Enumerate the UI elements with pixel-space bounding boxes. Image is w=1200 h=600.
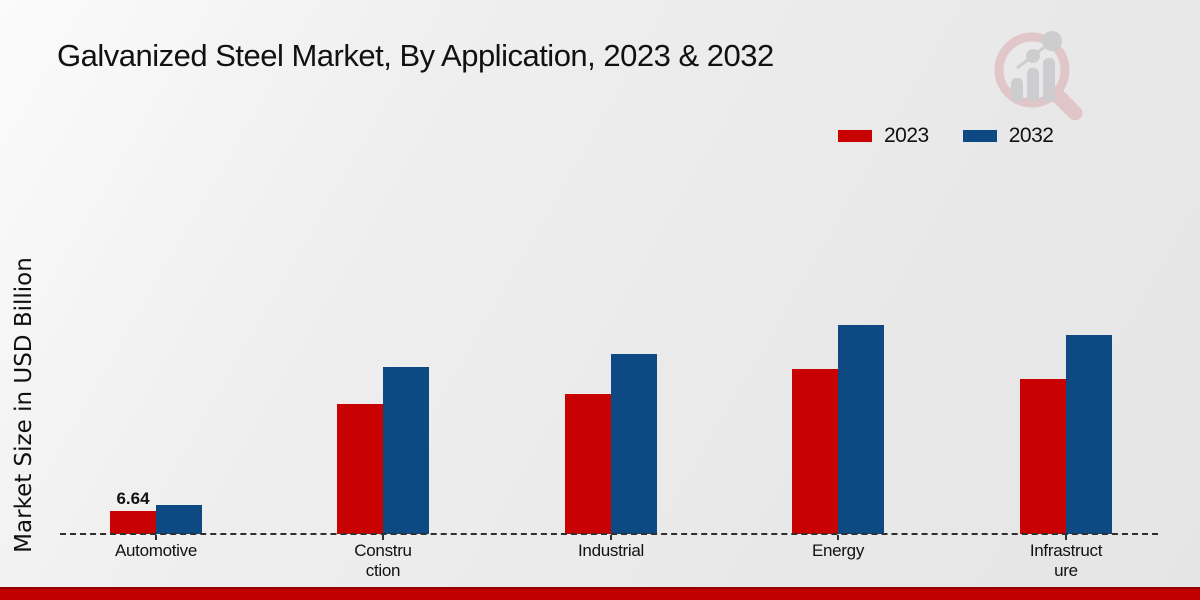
x-axis-baseline — [60, 533, 1158, 535]
category-label-line: Energy — [811, 541, 865, 560]
bar-2032-automotive — [156, 505, 202, 534]
category-label-line: Infrastruct — [1029, 541, 1103, 560]
category-label-line: Constru — [354, 541, 412, 560]
category-label-line: ction — [365, 561, 401, 580]
bar-2023-industrial — [565, 394, 611, 534]
bar-2023-energy — [792, 369, 838, 534]
bar-2032-energy — [838, 325, 884, 534]
legend-item-2032: 2032 — [962, 124, 1054, 148]
category-label-energy: Energy — [758, 541, 918, 561]
bar-2023-construction — [337, 404, 383, 534]
magnifier-bar-chart-logo-icon — [994, 31, 1083, 120]
category-label-industrial: Industrial — [531, 541, 691, 561]
category-label-construction: Constru ction — [303, 541, 463, 581]
legend-label-2032: 2032 — [1008, 124, 1054, 147]
footer-strip — [0, 587, 1200, 600]
legend: 2023 2032 — [838, 124, 1054, 148]
bar-2023-automotive — [110, 511, 156, 534]
category-label-automotive: Automotive — [76, 541, 236, 561]
x-axis-tick — [610, 535, 612, 540]
bar-2032-industrial — [611, 354, 657, 534]
bar-2032-infrastructure — [1066, 335, 1112, 534]
chart-title: Galvanized Steel Market, By Application,… — [57, 38, 774, 73]
bar-2023-infrastructure — [1020, 379, 1066, 534]
x-axis-tick — [1065, 535, 1067, 540]
bar-value-label: 6.64 — [116, 489, 150, 508]
legend-swatch-2023-icon — [838, 130, 872, 142]
x-axis-tick — [837, 535, 839, 540]
category-label-line: ure — [1054, 561, 1078, 580]
y-axis-label: Market Size in USD Billion — [11, 257, 37, 553]
category-label-infrastructure: Infrastruct ure — [986, 541, 1146, 581]
category-label-line: Industrial — [578, 541, 644, 560]
x-axis-tick — [155, 535, 157, 540]
x-axis-tick — [382, 535, 384, 540]
bar-2032-construction — [383, 367, 429, 534]
legend-swatch-2032-icon — [962, 130, 997, 142]
legend-label-2023: 2023 — [884, 124, 929, 147]
legend-item-2023: 2023 — [838, 124, 929, 148]
category-label-line: Automotive — [114, 541, 198, 560]
